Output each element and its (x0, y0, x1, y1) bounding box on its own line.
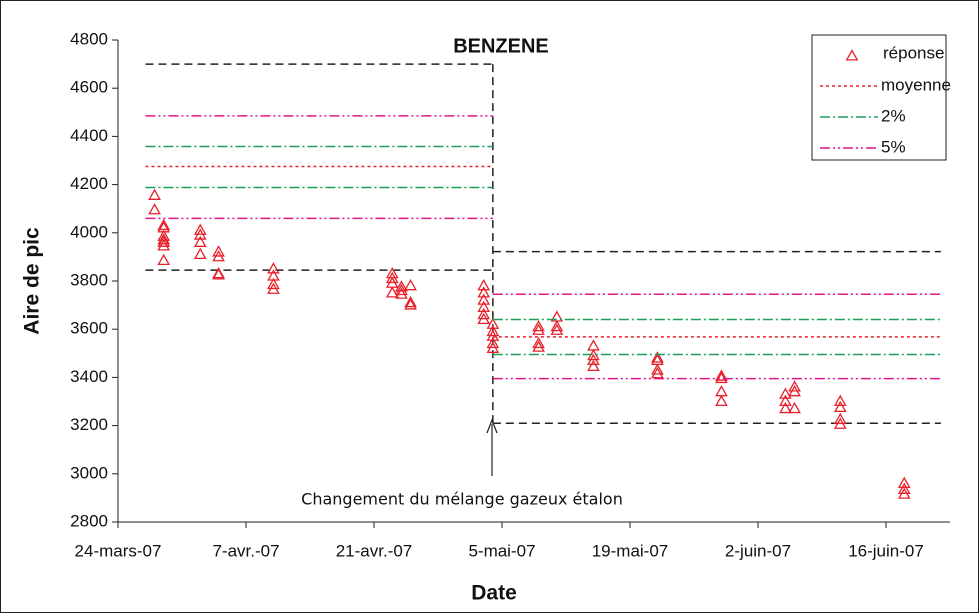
point (587, 359, 600, 372)
legend-label: 2% (881, 106, 906, 125)
point (486, 341, 500, 353)
y-tick-label: 4400 (70, 126, 108, 145)
point (651, 366, 664, 379)
point (788, 380, 801, 392)
point (532, 319, 545, 332)
x-tick-label: 16-juin-07 (848, 541, 924, 560)
point (477, 307, 491, 320)
annotation: Changement du mélange gazeux étalon (301, 490, 623, 509)
point (404, 295, 417, 308)
point (477, 300, 491, 313)
point (404, 298, 417, 310)
point (477, 312, 491, 325)
point (651, 351, 664, 363)
point (897, 487, 911, 499)
point (193, 247, 207, 259)
point (486, 317, 500, 329)
legend: réponse moyenne 2% 5% (811, 34, 951, 161)
point (385, 271, 399, 284)
point (193, 228, 207, 240)
legend-label: moyenne (881, 75, 951, 94)
point (833, 412, 847, 425)
point (833, 400, 847, 413)
point (477, 286, 491, 298)
legend-marker (845, 49, 859, 61)
point (157, 218, 171, 231)
point (587, 353, 600, 366)
y-tick-label: 4800 (70, 29, 108, 48)
y-tick-label: 4000 (70, 222, 108, 241)
x-tick-label: 19-mai-07 (592, 541, 669, 560)
point (212, 245, 225, 257)
point (788, 385, 801, 397)
point (715, 369, 728, 381)
point (395, 283, 408, 296)
point (486, 329, 500, 341)
point (404, 278, 417, 291)
point (897, 476, 911, 488)
y-tick-label: 3800 (70, 270, 108, 289)
point (532, 340, 545, 352)
point (212, 268, 225, 280)
legend-box (811, 34, 947, 161)
point (157, 233, 171, 245)
point (385, 286, 399, 298)
point (779, 394, 792, 406)
x-axis-label: Date (471, 582, 517, 605)
x-tick-label: 2-juin-07 (725, 541, 791, 560)
plot-area: 2800 3000 3200 3400 3600 3800 4000 4200 4400 4600… (70, 29, 950, 560)
point (715, 371, 728, 384)
y-tick-label: 3200 (70, 415, 108, 434)
point (212, 250, 225, 262)
point (193, 235, 207, 247)
y-tick-label: 3400 (70, 367, 108, 386)
x-tick-label: 21-avr.-07 (336, 541, 413, 560)
y-tick-label: 4600 (70, 78, 108, 97)
point (395, 280, 408, 292)
point (833, 394, 847, 406)
point (477, 293, 491, 305)
chart-title: BENZENE (453, 35, 549, 57)
point (267, 282, 280, 294)
y-tick-label: 4200 (70, 174, 108, 193)
point (157, 235, 171, 247)
point (477, 278, 491, 291)
point (550, 323, 564, 335)
x-tick-label: 5-mai-07 (468, 541, 535, 560)
x-tick-label: 7-avr.-07 (212, 541, 279, 560)
point (148, 188, 161, 200)
point (486, 336, 500, 349)
point (550, 319, 564, 332)
point (157, 253, 171, 266)
x-tick-label: 24-mars-07 (75, 541, 162, 560)
point (486, 324, 500, 337)
y-axis-label: Aire de pic (21, 227, 44, 335)
point (157, 239, 171, 251)
legend-label: réponse (883, 43, 944, 62)
point (833, 417, 847, 429)
point (788, 401, 801, 414)
y-tick-label: 3600 (70, 319, 108, 338)
point (779, 387, 792, 399)
arrow-head (486, 418, 498, 434)
point (897, 482, 911, 494)
point (395, 287, 408, 299)
point (267, 277, 280, 290)
point (193, 223, 207, 235)
point (532, 336, 545, 349)
y-tick-label: 3000 (70, 463, 108, 482)
point (779, 401, 792, 414)
point (651, 363, 664, 375)
legend-label: 5% (881, 137, 906, 156)
point (267, 262, 280, 274)
point (532, 323, 545, 335)
point (148, 203, 161, 215)
y-tick-label: 2800 (70, 511, 108, 530)
point (715, 394, 728, 406)
